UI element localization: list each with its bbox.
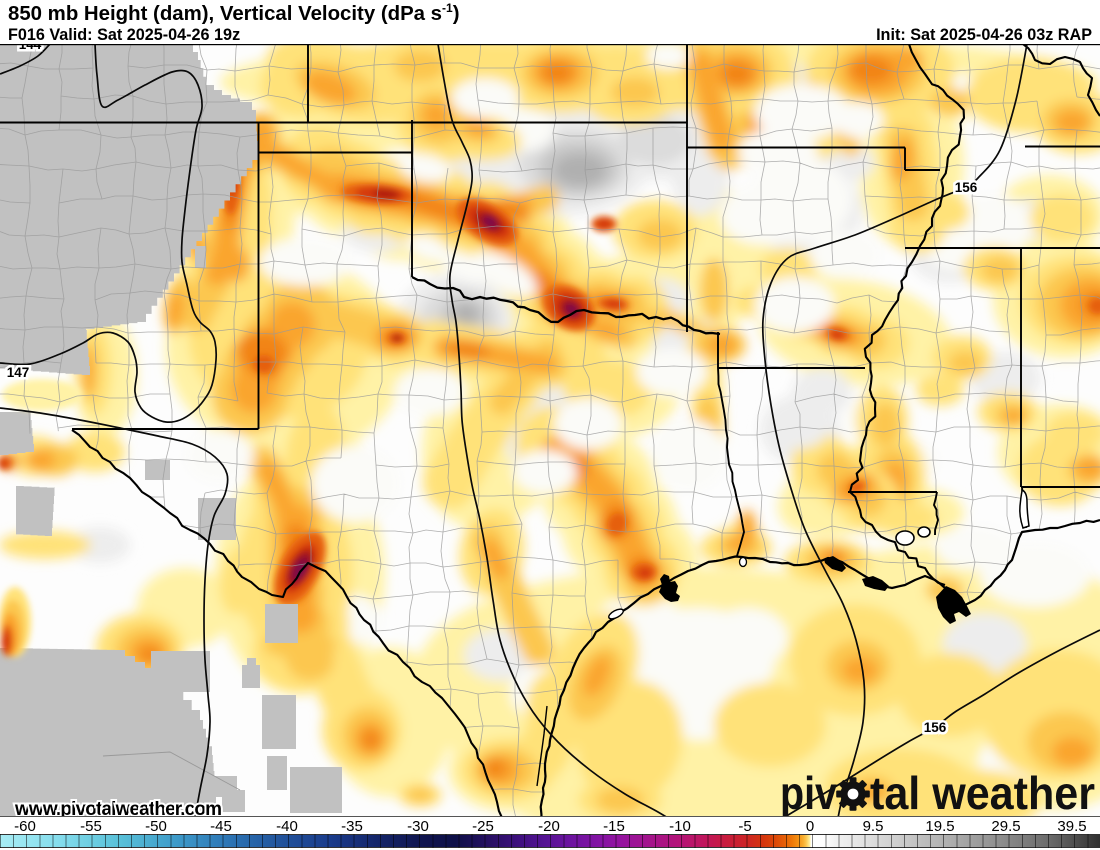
svg-text:tal weather: tal weather [870,767,1095,817]
svg-text:156: 156 [955,180,978,195]
svg-text:piv: piv [780,767,837,817]
svg-text:147: 147 [7,365,30,380]
svg-text:156: 156 [924,720,947,735]
svg-text:www.pivotalweather.com: www.pivotalweather.com [14,799,222,817]
svg-text:144: 144 [19,44,42,52]
